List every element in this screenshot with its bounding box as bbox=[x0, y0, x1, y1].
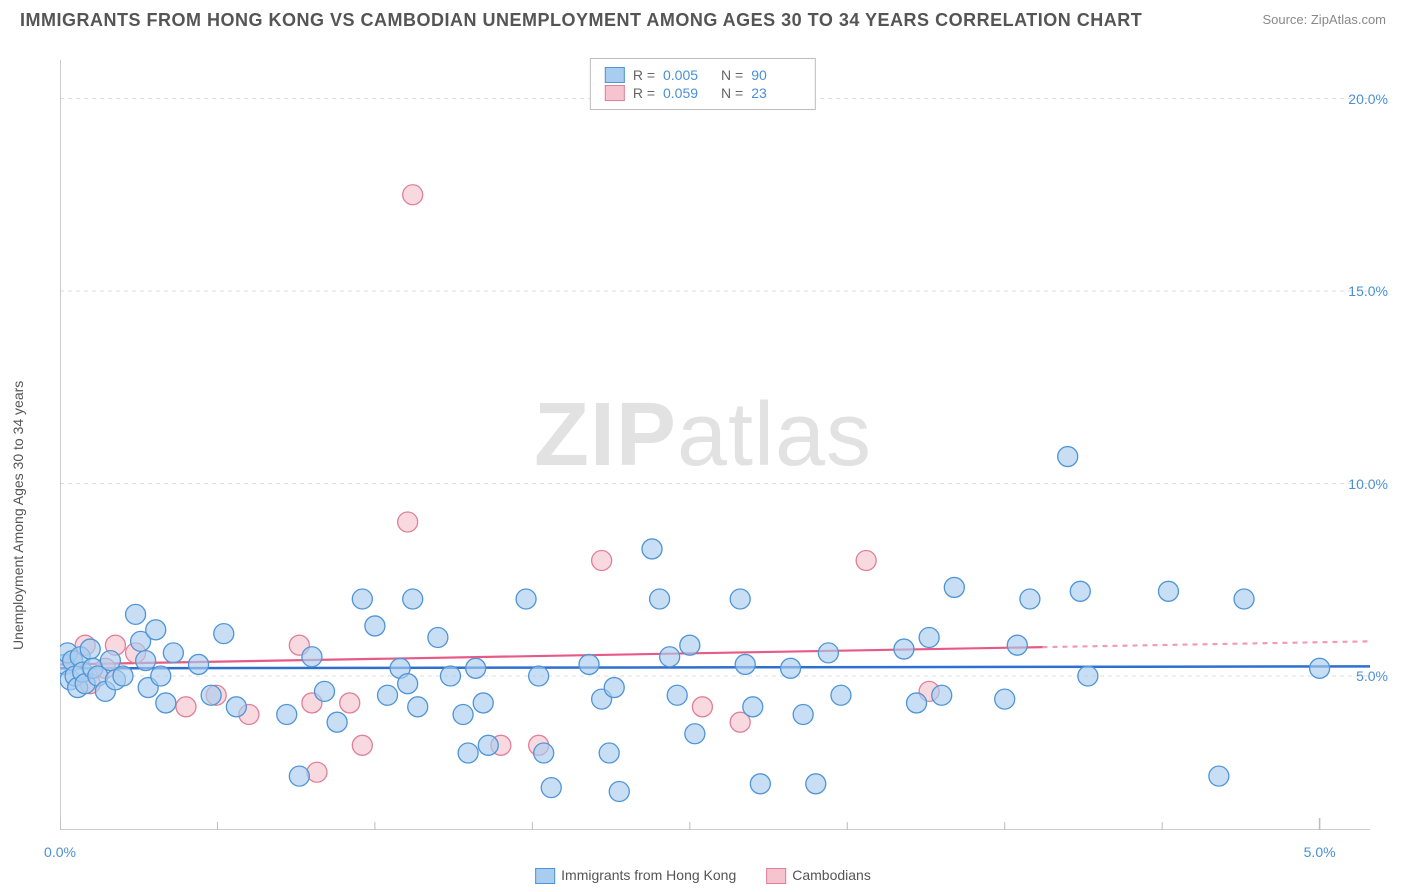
x-tick-label: 5.0% bbox=[1304, 844, 1336, 860]
y-tick-label: 15.0% bbox=[1348, 283, 1388, 299]
legend-swatch-icon bbox=[766, 868, 786, 884]
y-tick-label: 5.0% bbox=[1356, 668, 1388, 684]
legend-item-cambodian: Cambodians bbox=[766, 867, 871, 884]
legend-swatch-icon bbox=[535, 868, 555, 884]
scatter-plot bbox=[60, 60, 1370, 830]
source-attribution: Source: ZipAtlas.com bbox=[1262, 12, 1386, 27]
legend-row-hk: R = 0.005 N = 90 bbox=[605, 67, 801, 83]
legend-swatch-cambodian bbox=[605, 85, 625, 101]
legend-swatch-hk bbox=[605, 67, 625, 83]
y-axis-label: Unemployment Among Ages 30 to 34 years bbox=[10, 381, 26, 650]
series-legend: Immigrants from Hong Kong Cambodians bbox=[535, 867, 871, 884]
y-tick-label: 20.0% bbox=[1348, 91, 1388, 107]
legend-row-cambodian: R = 0.059 N = 23 bbox=[605, 85, 801, 101]
y-tick-label: 10.0% bbox=[1348, 476, 1388, 492]
correlation-legend: R = 0.005 N = 90 R = 0.059 N = 23 bbox=[590, 58, 816, 110]
chart-title: IMMIGRANTS FROM HONG KONG VS CAMBODIAN U… bbox=[20, 10, 1142, 31]
x-tick-label: 0.0% bbox=[44, 844, 76, 860]
legend-item-hk: Immigrants from Hong Kong bbox=[535, 867, 736, 884]
